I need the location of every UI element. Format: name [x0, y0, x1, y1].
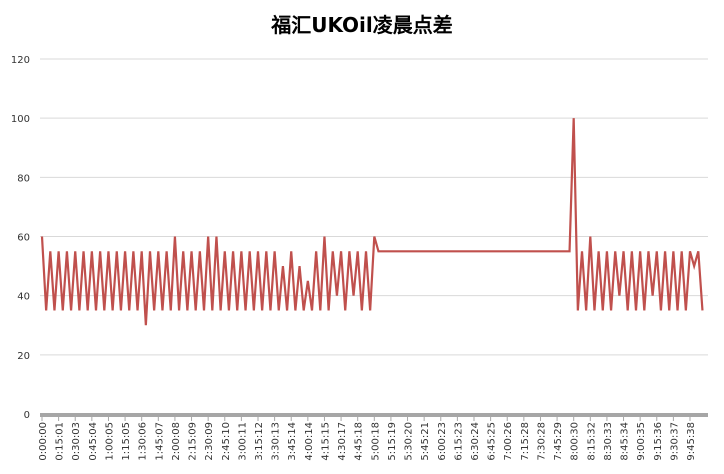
x-tick-label: 1:15:05	[121, 422, 132, 461]
x-tick-label: 9:30:37	[669, 422, 680, 461]
x-tick-label: 8:30:33	[603, 422, 614, 461]
y-tick-label: 60	[17, 233, 30, 244]
x-tick-label: 4:30:17	[337, 422, 348, 461]
x-tick-label: 5:45:21	[420, 422, 431, 461]
x-tick-label: 6:00:23	[437, 422, 448, 461]
x-tick-label: 2:00:08	[171, 422, 182, 461]
x-tick-label: 1:45:07	[154, 422, 165, 461]
x-tick-label: 2:45:10	[221, 422, 232, 461]
y-tick-label: 40	[17, 292, 30, 303]
x-tick-label: 8:45:34	[620, 422, 631, 461]
x-tick-label: 3:15:12	[254, 422, 265, 461]
y-tick-label: 120	[11, 55, 30, 66]
x-tick-label: 2:15:09	[188, 422, 199, 461]
x-tick-label: 1:00:05	[104, 422, 115, 461]
x-tick-label: 6:15:23	[453, 422, 464, 461]
x-tick-label: 3:45:14	[287, 422, 298, 461]
x-tick-label: 6:30:24	[470, 422, 481, 461]
y-tick-label: 80	[17, 173, 30, 184]
x-tick-label: 8:00:30	[570, 422, 581, 461]
x-tick-label: 4:45:18	[354, 422, 365, 461]
x-tick-label: 8:15:32	[586, 422, 597, 461]
x-tick-label: 3:30:13	[271, 422, 282, 461]
x-tick-label: 7:45:29	[553, 422, 564, 461]
x-tick-label: 9:15:36	[653, 422, 664, 461]
y-tick-label: 20	[17, 351, 30, 362]
x-tick-label: 7:00:26	[503, 422, 514, 461]
x-tick-label: 4:00:14	[304, 422, 315, 461]
x-tick-label: 9:45:38	[686, 422, 697, 461]
x-tick-label: 4:15:15	[320, 422, 331, 461]
x-tick-label: 0:00:00	[38, 422, 49, 461]
y-tick-label: 0	[24, 410, 30, 421]
y-tick-label: 100	[11, 114, 30, 125]
x-tick-label: 1:30:06	[138, 422, 149, 461]
x-tick-label: 0:30:03	[71, 422, 82, 461]
x-tick-label: 6:45:25	[487, 422, 498, 461]
x-tick-label: 5:00:18	[370, 422, 381, 461]
x-tick-label: 5:15:19	[387, 422, 398, 461]
x-tick-label: 7:15:28	[520, 422, 531, 461]
x-tick-label: 5:30:20	[404, 422, 415, 461]
x-tick-label: 0:15:01	[55, 422, 66, 461]
x-tick-label: 9:00:35	[636, 422, 647, 461]
x-tick-label: 0:45:04	[88, 422, 99, 461]
chart-title: 福汇UKOil凌晨点差	[270, 13, 453, 37]
x-tick-label: 2:30:09	[204, 422, 215, 461]
x-tick-label: 3:00:11	[237, 422, 248, 461]
series-line	[40, 118, 704, 326]
x-tick-label: 7:30:28	[536, 422, 547, 461]
